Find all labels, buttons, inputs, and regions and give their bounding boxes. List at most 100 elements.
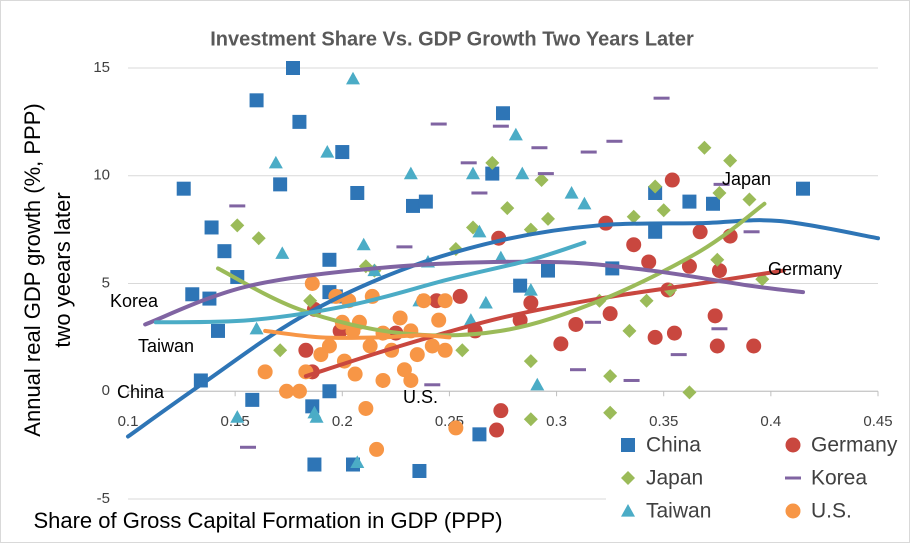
point <box>455 343 470 358</box>
trendline <box>153 240 587 325</box>
point <box>478 295 493 309</box>
point <box>666 325 682 341</box>
point <box>392 310 408 326</box>
x-tick-label: 0.4 <box>760 413 781 430</box>
point <box>211 323 225 338</box>
x-tick-label: 0.35 <box>649 413 678 430</box>
legend-label: U.S. <box>811 500 852 523</box>
point <box>656 203 671 218</box>
point <box>577 196 592 210</box>
point <box>460 161 477 165</box>
point <box>403 166 418 180</box>
point <box>320 145 335 158</box>
point <box>541 263 555 278</box>
x-tick-label: 0.2 <box>332 413 353 430</box>
point <box>530 377 545 391</box>
point <box>176 181 191 196</box>
point <box>463 313 478 326</box>
chart-title: Investment Share Vs. GDP Growth Two Year… <box>210 28 694 50</box>
point <box>485 166 500 181</box>
legend-label: Korea <box>811 467 867 490</box>
legend-marker <box>621 471 635 485</box>
point <box>523 412 538 427</box>
point <box>396 362 412 378</box>
point <box>279 383 295 399</box>
legend-marker <box>785 437 801 453</box>
point <box>697 140 712 155</box>
point <box>553 336 569 352</box>
point <box>603 405 618 420</box>
point <box>466 166 480 180</box>
point <box>251 231 266 246</box>
point <box>304 276 320 291</box>
trendline <box>263 328 452 340</box>
point <box>508 127 523 141</box>
point <box>653 96 670 100</box>
point <box>350 455 365 468</box>
point <box>273 343 288 358</box>
point <box>230 218 245 233</box>
point <box>639 293 654 308</box>
trendline <box>216 201 767 338</box>
point <box>245 392 260 407</box>
point <box>286 61 300 75</box>
point <box>362 338 378 354</box>
point <box>229 204 246 208</box>
point <box>416 293 432 309</box>
point <box>713 182 730 186</box>
point <box>742 192 757 207</box>
point <box>485 155 500 170</box>
point <box>346 71 360 85</box>
point <box>292 114 307 129</box>
point <box>523 354 538 369</box>
point <box>534 173 549 188</box>
point <box>711 327 728 331</box>
y-axis-title: Annual real GDP growth (%, PPP) <box>20 103 45 436</box>
point <box>273 177 288 192</box>
point <box>298 342 314 358</box>
point <box>452 288 468 304</box>
point <box>531 146 548 150</box>
point <box>307 457 322 472</box>
point <box>396 245 413 249</box>
point <box>626 209 641 224</box>
point <box>230 410 245 423</box>
point <box>249 93 264 108</box>
point <box>707 308 723 324</box>
point <box>356 237 371 251</box>
point <box>537 172 554 176</box>
point <box>358 400 374 416</box>
y-tick-label: 5 <box>102 274 110 291</box>
point <box>585 320 601 324</box>
annotation: Japan <box>722 169 771 189</box>
point <box>670 353 687 357</box>
point <box>682 194 697 209</box>
point <box>496 106 510 121</box>
point <box>257 364 273 380</box>
point <box>492 124 509 128</box>
point <box>430 122 447 126</box>
point <box>746 338 762 354</box>
point <box>471 191 488 195</box>
point <box>711 263 727 279</box>
legend-label: China <box>646 434 701 457</box>
point <box>275 246 290 259</box>
point <box>500 201 515 216</box>
y-tick-label: 0 <box>102 382 110 399</box>
point <box>472 224 487 238</box>
point <box>249 321 264 335</box>
point <box>493 403 509 419</box>
point <box>648 179 663 194</box>
point <box>710 252 725 267</box>
point <box>664 172 680 188</box>
point <box>723 153 738 168</box>
x-tick-label: 0.1 <box>118 413 139 430</box>
point <box>489 422 505 438</box>
point <box>709 338 725 354</box>
point <box>513 278 528 293</box>
legend-label: Germany <box>811 434 898 457</box>
x-tick-label: 0.45 <box>863 413 892 430</box>
point <box>291 383 307 399</box>
point <box>706 196 720 211</box>
